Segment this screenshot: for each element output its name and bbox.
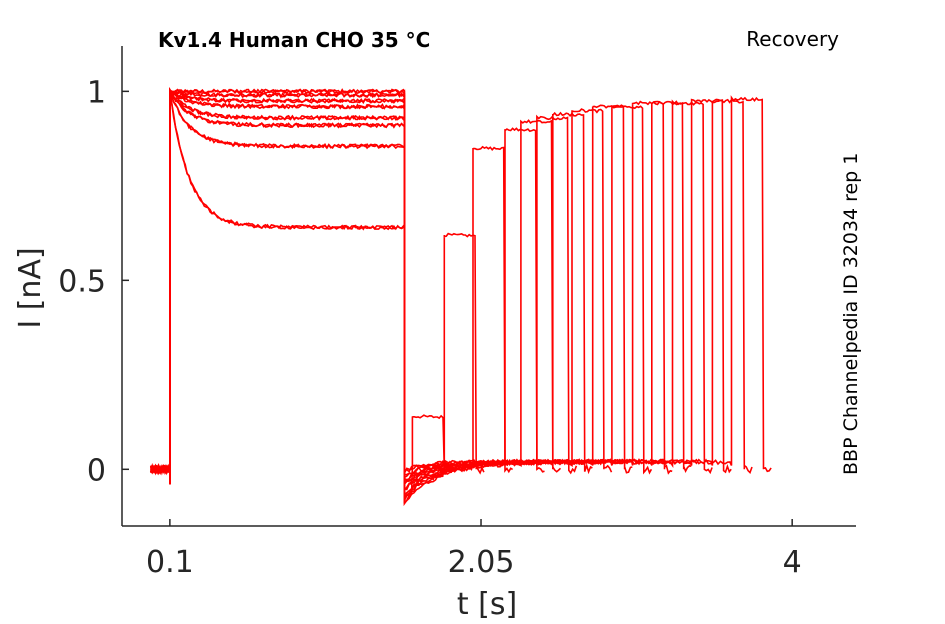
current-trace bbox=[150, 90, 653, 504]
protocol-label: Recovery bbox=[746, 27, 839, 51]
current-trace bbox=[149, 91, 772, 504]
current-trace bbox=[149, 87, 545, 504]
y-tick-label: 0.5 bbox=[58, 264, 106, 299]
current-trace bbox=[150, 88, 633, 504]
current-trace bbox=[150, 89, 593, 504]
current-trace bbox=[150, 90, 673, 504]
current-trace bbox=[149, 90, 713, 504]
current-traces bbox=[149, 86, 772, 507]
x-ticks: 0.1 2.05 4 bbox=[146, 519, 802, 580]
current-trace bbox=[150, 88, 453, 504]
current-trace bbox=[149, 91, 578, 504]
y-tick-label: 0 bbox=[87, 453, 106, 488]
chart-title: Kv1.4 Human CHO 35 °C bbox=[158, 28, 430, 52]
x-tick-label: 2.05 bbox=[448, 545, 515, 580]
x-axis-label: t [s] bbox=[457, 587, 517, 622]
y-tick-label: 1 bbox=[87, 75, 106, 110]
current-trace bbox=[150, 90, 562, 504]
current-trace bbox=[149, 91, 692, 504]
source-label: BBP Channelpedia ID 32034 rep 1 bbox=[840, 153, 862, 475]
x-tick-label: 4 bbox=[783, 545, 802, 580]
y-ticks: 00.51 bbox=[58, 75, 129, 488]
y-axis-label: I [nA] bbox=[13, 247, 48, 328]
current-trace bbox=[150, 90, 753, 504]
current-trace bbox=[149, 87, 514, 504]
x-tick-label: 0.1 bbox=[146, 545, 194, 580]
current-trace bbox=[150, 86, 485, 507]
current-trace bbox=[149, 89, 613, 504]
